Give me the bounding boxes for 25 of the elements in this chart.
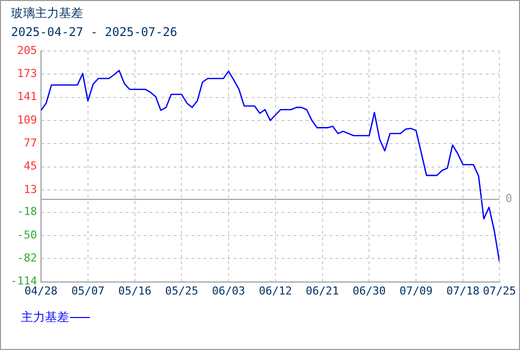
legend-label: 主力基差 (21, 309, 69, 326)
y-tick-label: -50 (17, 228, 37, 242)
ref-line-label: 0 (505, 192, 512, 206)
y-tick-label: -18 (17, 205, 37, 218)
y-tick-label: 13 (24, 182, 37, 196)
y-tick-label: 77 (24, 136, 37, 150)
chart-subtitle: 2025-04-27 - 2025-07-26 (11, 25, 178, 39)
x-tick-label: 05/25 (165, 284, 198, 298)
x-tick-label: 07/18 (446, 284, 480, 298)
x-tick-label: 05/07 (71, 284, 104, 298)
y-tick-label: 205 (17, 44, 37, 57)
y-tick-label: 45 (24, 160, 37, 173)
y-tick-label: 109 (17, 113, 37, 126)
x-tick-label: 04/28 (24, 284, 58, 298)
x-tick-label: 06/03 (212, 284, 246, 298)
x-tick-label: 06/21 (306, 284, 339, 298)
chart-title: 玻璃主力基差 (11, 5, 83, 22)
y-tick-label: 141 (17, 90, 37, 104)
x-tick-label: 07/09 (400, 284, 433, 298)
x-tick-label: 06/12 (258, 284, 292, 298)
y-tick-label: 173 (17, 67, 37, 80)
x-tick-label: 05/16 (118, 284, 152, 298)
y-tick-label: -82 (17, 252, 37, 265)
x-tick-label: 06/30 (352, 284, 386, 298)
x-tick-label: 07/25 (482, 284, 516, 298)
